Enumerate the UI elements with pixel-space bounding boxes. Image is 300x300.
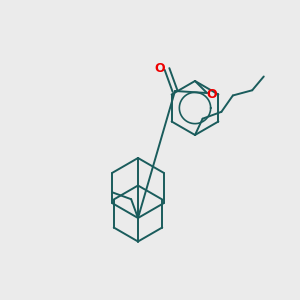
Text: O: O [155, 61, 165, 74]
Text: O: O [207, 88, 217, 100]
